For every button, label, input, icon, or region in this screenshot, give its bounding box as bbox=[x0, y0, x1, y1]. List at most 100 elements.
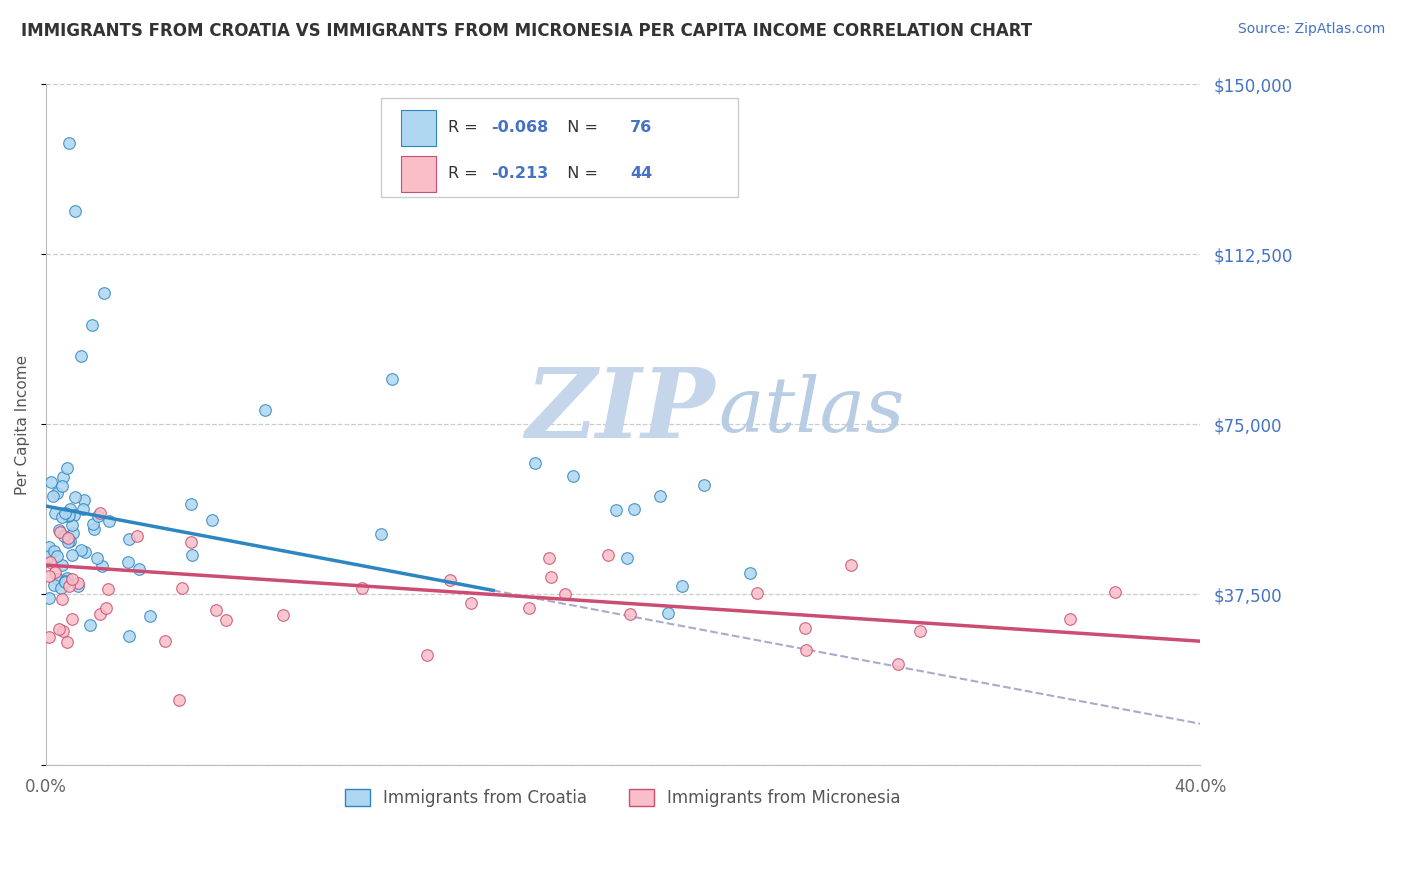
Point bbox=[42, 544, 65, 558]
Text: N =: N = bbox=[557, 167, 603, 181]
Text: 44: 44 bbox=[630, 167, 652, 181]
Point bbox=[58, 535, 80, 549]
Point bbox=[153, 633, 176, 648]
Text: -0.068: -0.068 bbox=[492, 120, 548, 136]
Point bbox=[93, 285, 115, 300]
Point bbox=[38, 549, 60, 564]
Point bbox=[69, 543, 91, 558]
Point bbox=[460, 596, 482, 610]
Point bbox=[56, 573, 79, 587]
Point bbox=[605, 503, 627, 517]
Point bbox=[53, 574, 76, 588]
Point bbox=[51, 591, 73, 606]
Point bbox=[86, 550, 108, 565]
Point bbox=[180, 535, 202, 549]
Point bbox=[58, 136, 80, 151]
Text: ZIP: ZIP bbox=[524, 364, 714, 458]
Point bbox=[1104, 585, 1126, 599]
Point bbox=[60, 612, 83, 626]
Point bbox=[180, 497, 202, 511]
Point bbox=[83, 522, 105, 536]
Point bbox=[67, 575, 90, 590]
Point bbox=[73, 493, 96, 508]
Point bbox=[118, 628, 141, 642]
Point bbox=[60, 518, 83, 533]
Point bbox=[128, 562, 150, 576]
Point bbox=[540, 569, 562, 583]
Point bbox=[623, 502, 645, 516]
Point bbox=[44, 565, 66, 579]
Point bbox=[49, 525, 72, 540]
Point bbox=[58, 508, 80, 522]
Point bbox=[60, 572, 83, 586]
Point bbox=[117, 555, 139, 569]
Point bbox=[55, 635, 77, 649]
Point bbox=[747, 586, 769, 600]
Point bbox=[1059, 612, 1081, 626]
Point bbox=[127, 529, 149, 543]
Point bbox=[38, 540, 60, 554]
Point bbox=[62, 525, 84, 540]
Point bbox=[44, 578, 66, 592]
Point bbox=[38, 591, 60, 606]
Point bbox=[167, 692, 190, 706]
Point bbox=[51, 510, 73, 524]
FancyBboxPatch shape bbox=[381, 98, 738, 196]
Point bbox=[370, 527, 392, 541]
Point bbox=[65, 491, 87, 505]
Point bbox=[42, 489, 65, 503]
Point bbox=[524, 456, 547, 470]
Point bbox=[794, 643, 817, 657]
Y-axis label: Per Capita Income: Per Capita Income bbox=[15, 354, 30, 494]
Point bbox=[616, 550, 638, 565]
Point bbox=[908, 624, 931, 639]
Point bbox=[794, 621, 817, 635]
Point bbox=[56, 508, 79, 523]
Text: R =: R = bbox=[447, 167, 482, 181]
Point bbox=[39, 475, 62, 490]
Point bbox=[59, 501, 82, 516]
Point bbox=[69, 350, 91, 364]
Point bbox=[517, 601, 540, 615]
Point bbox=[44, 506, 66, 520]
Point bbox=[56, 531, 79, 545]
Point bbox=[38, 569, 60, 583]
Point bbox=[738, 566, 761, 580]
Point bbox=[650, 489, 672, 503]
Point bbox=[619, 607, 641, 621]
Point bbox=[381, 372, 404, 386]
Point bbox=[46, 549, 69, 564]
Point bbox=[48, 524, 70, 538]
Point bbox=[53, 528, 76, 542]
Point bbox=[38, 630, 60, 644]
Text: R =: R = bbox=[447, 120, 482, 136]
Text: 76: 76 bbox=[630, 120, 652, 136]
Point bbox=[596, 548, 619, 562]
Point bbox=[51, 558, 73, 572]
Point bbox=[87, 509, 110, 524]
Point bbox=[62, 508, 84, 522]
Point bbox=[46, 572, 69, 586]
Text: Source: ZipAtlas.com: Source: ZipAtlas.com bbox=[1237, 22, 1385, 37]
Point bbox=[52, 470, 75, 484]
Point bbox=[60, 548, 83, 562]
Point bbox=[82, 517, 104, 532]
Text: IMMIGRANTS FROM CROATIA VS IMMIGRANTS FROM MICRONESIA PER CAPITA INCOME CORRELAT: IMMIGRANTS FROM CROATIA VS IMMIGRANTS FR… bbox=[21, 22, 1032, 40]
Point bbox=[59, 534, 82, 549]
Point bbox=[56, 461, 79, 475]
Point bbox=[657, 606, 679, 620]
Point bbox=[45, 486, 67, 500]
Point bbox=[63, 204, 86, 219]
Point bbox=[139, 609, 162, 624]
Point bbox=[58, 579, 80, 593]
Point bbox=[53, 574, 76, 589]
Point bbox=[841, 558, 863, 573]
Point bbox=[172, 582, 194, 596]
Point bbox=[439, 573, 461, 587]
Point bbox=[416, 648, 439, 662]
Text: atlas: atlas bbox=[524, 374, 904, 448]
FancyBboxPatch shape bbox=[402, 111, 436, 145]
Point bbox=[253, 403, 276, 417]
Point bbox=[200, 513, 222, 527]
Point bbox=[89, 506, 111, 520]
